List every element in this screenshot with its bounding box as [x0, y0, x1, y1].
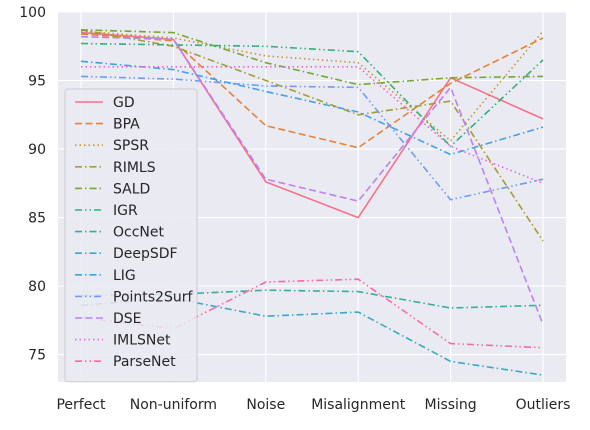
x-axis-ticks: Perfect Non-uniform Noise Misalignment Missi…	[56, 397, 570, 413]
x-tick-label: Noise	[246, 397, 285, 413]
legend-label: IGR	[113, 203, 138, 219]
series-line-sald	[80, 29, 544, 86]
x-tick-label: Outliers	[516, 397, 571, 413]
series-line-igr	[80, 42, 544, 148]
y-tick-label: 85	[28, 211, 46, 227]
series-line-imlsnet	[81, 66, 544, 185]
legend-label: RIMLS	[113, 160, 156, 176]
legend-label: IMLSNet	[113, 333, 171, 349]
series-line-spsr	[80, 30, 544, 142]
y-tick-label: 80	[28, 279, 46, 295]
x-tick-label: Perfect	[56, 397, 106, 413]
x-tick-label: Misalignment	[311, 397, 406, 413]
legend-label: OccNet	[113, 225, 165, 241]
legend-label: ParseNet	[113, 354, 176, 370]
legend-label: Points2Surf	[113, 289, 193, 305]
legend-label: DSE	[113, 311, 142, 327]
x-tick-label: Non-uniform	[130, 397, 217, 413]
y-axis-ticks: 75 80 85 90 95 100	[19, 5, 46, 364]
legend-box	[64, 88, 198, 383]
legend-label: SPSR	[113, 138, 149, 154]
series-line-rimls	[80, 29, 544, 242]
y-tick-label: 90	[28, 142, 46, 158]
legend-label: LIG	[113, 268, 136, 284]
y-tick-label: 95	[28, 74, 46, 90]
x-tick-label: Missing	[424, 397, 476, 413]
legend: GD BPA SPSR RIMLS SALD IGR OccNet DeepSDF LIG Poi…	[64, 88, 198, 383]
y-tick-label: 100	[19, 5, 46, 21]
legend-label: BPA	[113, 117, 140, 133]
series-line-points2surf	[80, 75, 544, 201]
legend-label: SALD	[113, 181, 150, 197]
series-line-dse	[80, 35, 544, 325]
series-line-lig	[80, 60, 544, 156]
legend-label: DeepSDF	[113, 246, 178, 262]
legend-label: GD	[113, 95, 135, 111]
y-tick-label: 75	[28, 348, 46, 364]
